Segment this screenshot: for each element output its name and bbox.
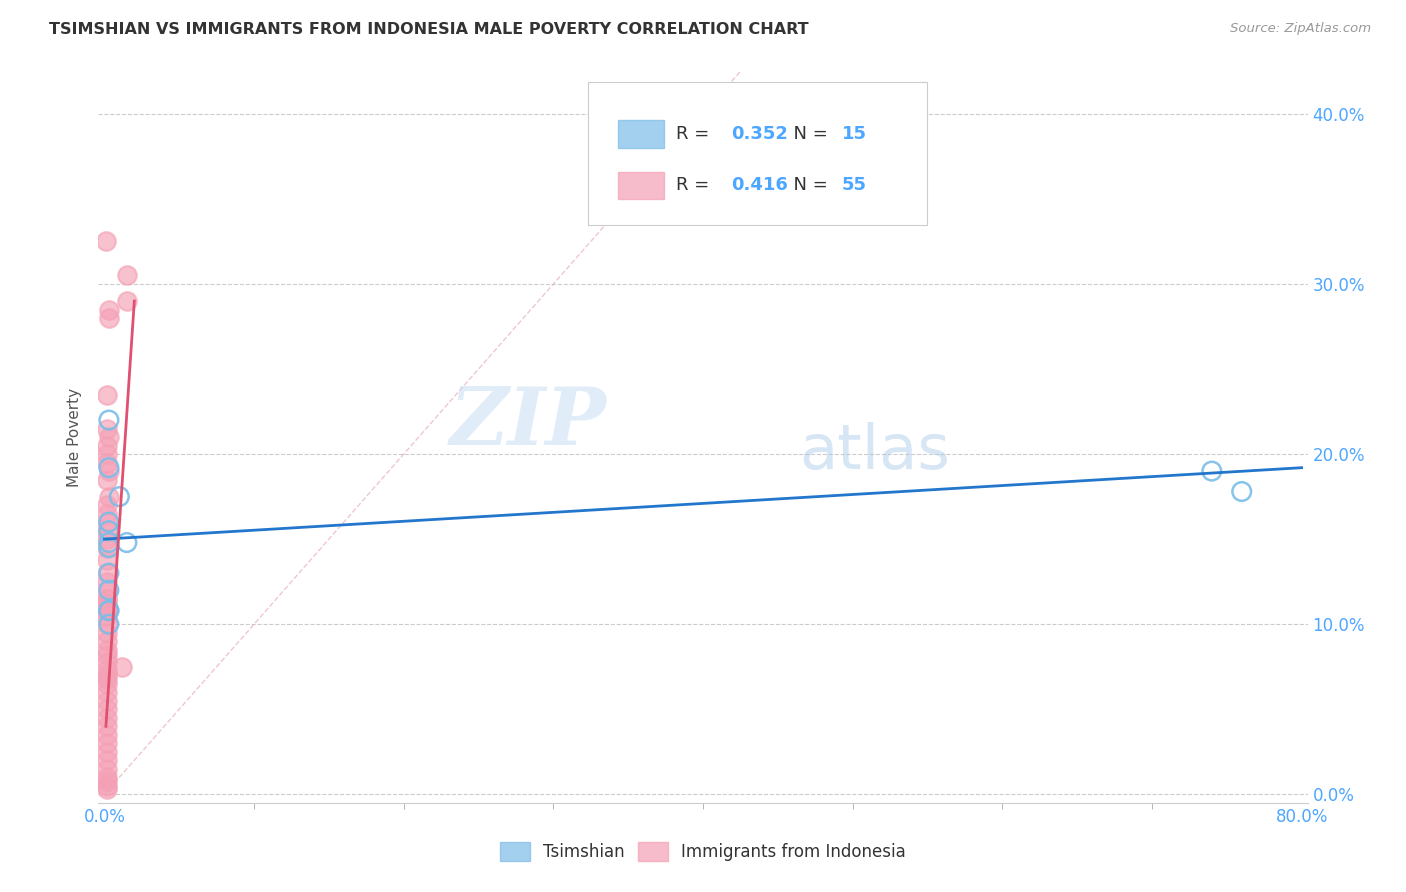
- Text: R =: R =: [676, 125, 716, 143]
- Text: 0.352: 0.352: [731, 125, 787, 143]
- Point: [96, 507, 118, 521]
- Point: [96, 634, 118, 648]
- Point: [97, 464, 120, 478]
- Point: [96, 672, 118, 686]
- Point: [96, 642, 118, 657]
- Text: ZIP: ZIP: [450, 384, 606, 461]
- Point: [97, 617, 120, 632]
- Point: [96, 617, 118, 632]
- Point: [96, 473, 118, 487]
- Point: [96, 439, 118, 453]
- Point: [115, 268, 138, 283]
- Point: [96, 663, 118, 677]
- Point: [97, 541, 120, 555]
- Text: 0.416: 0.416: [731, 176, 787, 194]
- Point: [96, 447, 118, 461]
- Point: [94, 235, 117, 249]
- Point: [96, 552, 118, 566]
- Text: Source: ZipAtlas.com: Source: ZipAtlas.com: [1230, 22, 1371, 36]
- Point: [96, 583, 118, 598]
- Point: [111, 659, 134, 673]
- Point: [96, 694, 118, 708]
- Text: 15: 15: [842, 125, 868, 143]
- Point: [96, 648, 118, 662]
- Point: [96, 515, 118, 529]
- Point: [108, 490, 131, 504]
- Point: [96, 779, 118, 793]
- Point: [97, 460, 120, 475]
- Point: [96, 574, 118, 589]
- Point: [96, 719, 118, 733]
- FancyBboxPatch shape: [588, 82, 927, 225]
- Point: [96, 597, 118, 611]
- Point: [96, 591, 118, 606]
- Text: TSIMSHIAN VS IMMIGRANTS FROM INDONESIA MALE POVERTY CORRELATION CHART: TSIMSHIAN VS IMMIGRANTS FROM INDONESIA M…: [49, 22, 808, 37]
- Point: [97, 524, 120, 538]
- Text: N =: N =: [782, 176, 834, 194]
- Point: [96, 608, 118, 623]
- Point: [97, 515, 120, 529]
- Legend: Tsimshian, Immigrants from Indonesia: Tsimshian, Immigrants from Indonesia: [494, 835, 912, 868]
- Point: [96, 677, 118, 691]
- Bar: [619, 171, 664, 200]
- Point: [97, 604, 120, 618]
- Point: [96, 421, 118, 435]
- Point: [96, 498, 118, 512]
- Point: [97, 413, 120, 427]
- Point: [97, 535, 120, 549]
- Y-axis label: Male Poverty: Male Poverty: [67, 387, 83, 487]
- Bar: [619, 120, 664, 148]
- Point: [96, 604, 118, 618]
- Point: [96, 728, 118, 742]
- Point: [96, 770, 118, 784]
- Point: [97, 430, 120, 444]
- Text: N =: N =: [782, 125, 834, 143]
- Point: [96, 782, 118, 797]
- Point: [97, 490, 120, 504]
- Point: [96, 762, 118, 776]
- Text: atlas: atlas: [800, 422, 950, 482]
- Point: [96, 736, 118, 750]
- Point: [96, 702, 118, 716]
- Point: [97, 583, 120, 598]
- Point: [96, 753, 118, 767]
- Point: [96, 655, 118, 669]
- Point: [96, 625, 118, 640]
- Point: [96, 456, 118, 470]
- Point: [96, 668, 118, 682]
- Text: 55: 55: [842, 176, 868, 194]
- Text: R =: R =: [676, 176, 716, 194]
- Point: [96, 532, 118, 546]
- Point: [96, 685, 118, 699]
- Point: [96, 591, 118, 606]
- Point: [96, 524, 118, 538]
- Point: [96, 745, 118, 759]
- Point: [97, 302, 120, 317]
- Point: [97, 566, 120, 581]
- Point: [115, 535, 138, 549]
- Point: [96, 387, 118, 401]
- Point: [1230, 484, 1253, 499]
- Point: [97, 604, 120, 618]
- Point: [96, 541, 118, 555]
- Point: [96, 711, 118, 725]
- Point: [96, 773, 118, 788]
- Point: [97, 311, 120, 326]
- Point: [96, 600, 118, 615]
- Point: [96, 566, 118, 581]
- Point: [1201, 464, 1223, 478]
- Point: [115, 293, 138, 308]
